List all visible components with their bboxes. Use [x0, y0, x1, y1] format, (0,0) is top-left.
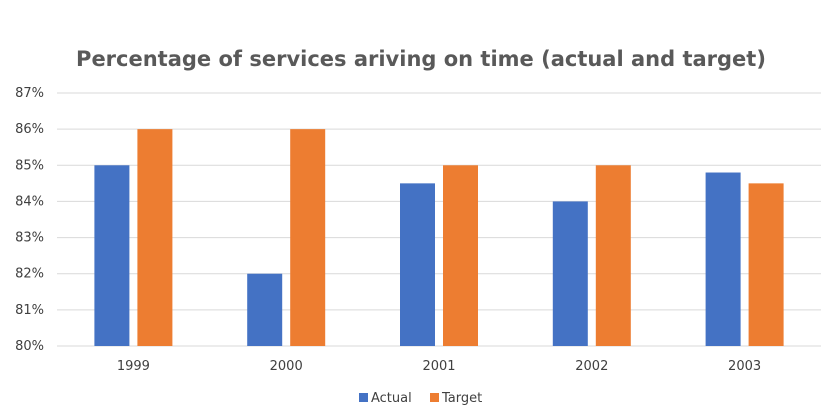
x-tick-label: 2001 [422, 359, 455, 374]
bar-target-2002 [595, 165, 631, 346]
bars [94, 129, 784, 346]
y-tick-label: 86% [15, 122, 44, 137]
y-tick-label: 84% [15, 194, 44, 209]
bar-target-2000 [290, 129, 326, 346]
y-tick-label: 80% [15, 339, 44, 354]
bar-target-2003 [748, 183, 784, 346]
bar-actual-2000 [247, 273, 283, 346]
legend: Actual Target [359, 391, 482, 406]
gridlines [57, 92, 821, 347]
legend-label-actual: Actual [371, 391, 412, 406]
y-tick-label: 85% [15, 158, 44, 173]
bar-actual-2002 [552, 201, 588, 346]
x-tick-label: 2000 [270, 359, 303, 374]
y-tick-label: 83% [15, 231, 44, 246]
y-tick-label: 82% [15, 267, 44, 282]
y-axis-tick-labels: 80% 81% 82% 83% 84% 85% 86% 87% [15, 86, 44, 354]
bar-actual-2003 [705, 172, 741, 346]
legend-swatch-actual [359, 393, 368, 402]
bar-actual-2001 [400, 183, 435, 346]
bar-actual-1999 [94, 165, 130, 346]
x-axis-tick-labels: 1999 2000 2001 2002 2003 [117, 359, 761, 374]
x-tick-label: 1999 [117, 359, 150, 374]
y-tick-label: 81% [15, 303, 44, 318]
x-tick-label: 2002 [575, 359, 608, 374]
chart-title: Percentage of services ariving on time (… [76, 47, 766, 71]
bar-target-2001 [443, 165, 478, 346]
y-tick-label: 87% [15, 86, 44, 101]
x-tick-label: 2003 [728, 359, 761, 374]
legend-swatch-target [430, 393, 439, 402]
legend-label-target: Target [441, 391, 482, 406]
bar-target-1999 [137, 129, 173, 346]
